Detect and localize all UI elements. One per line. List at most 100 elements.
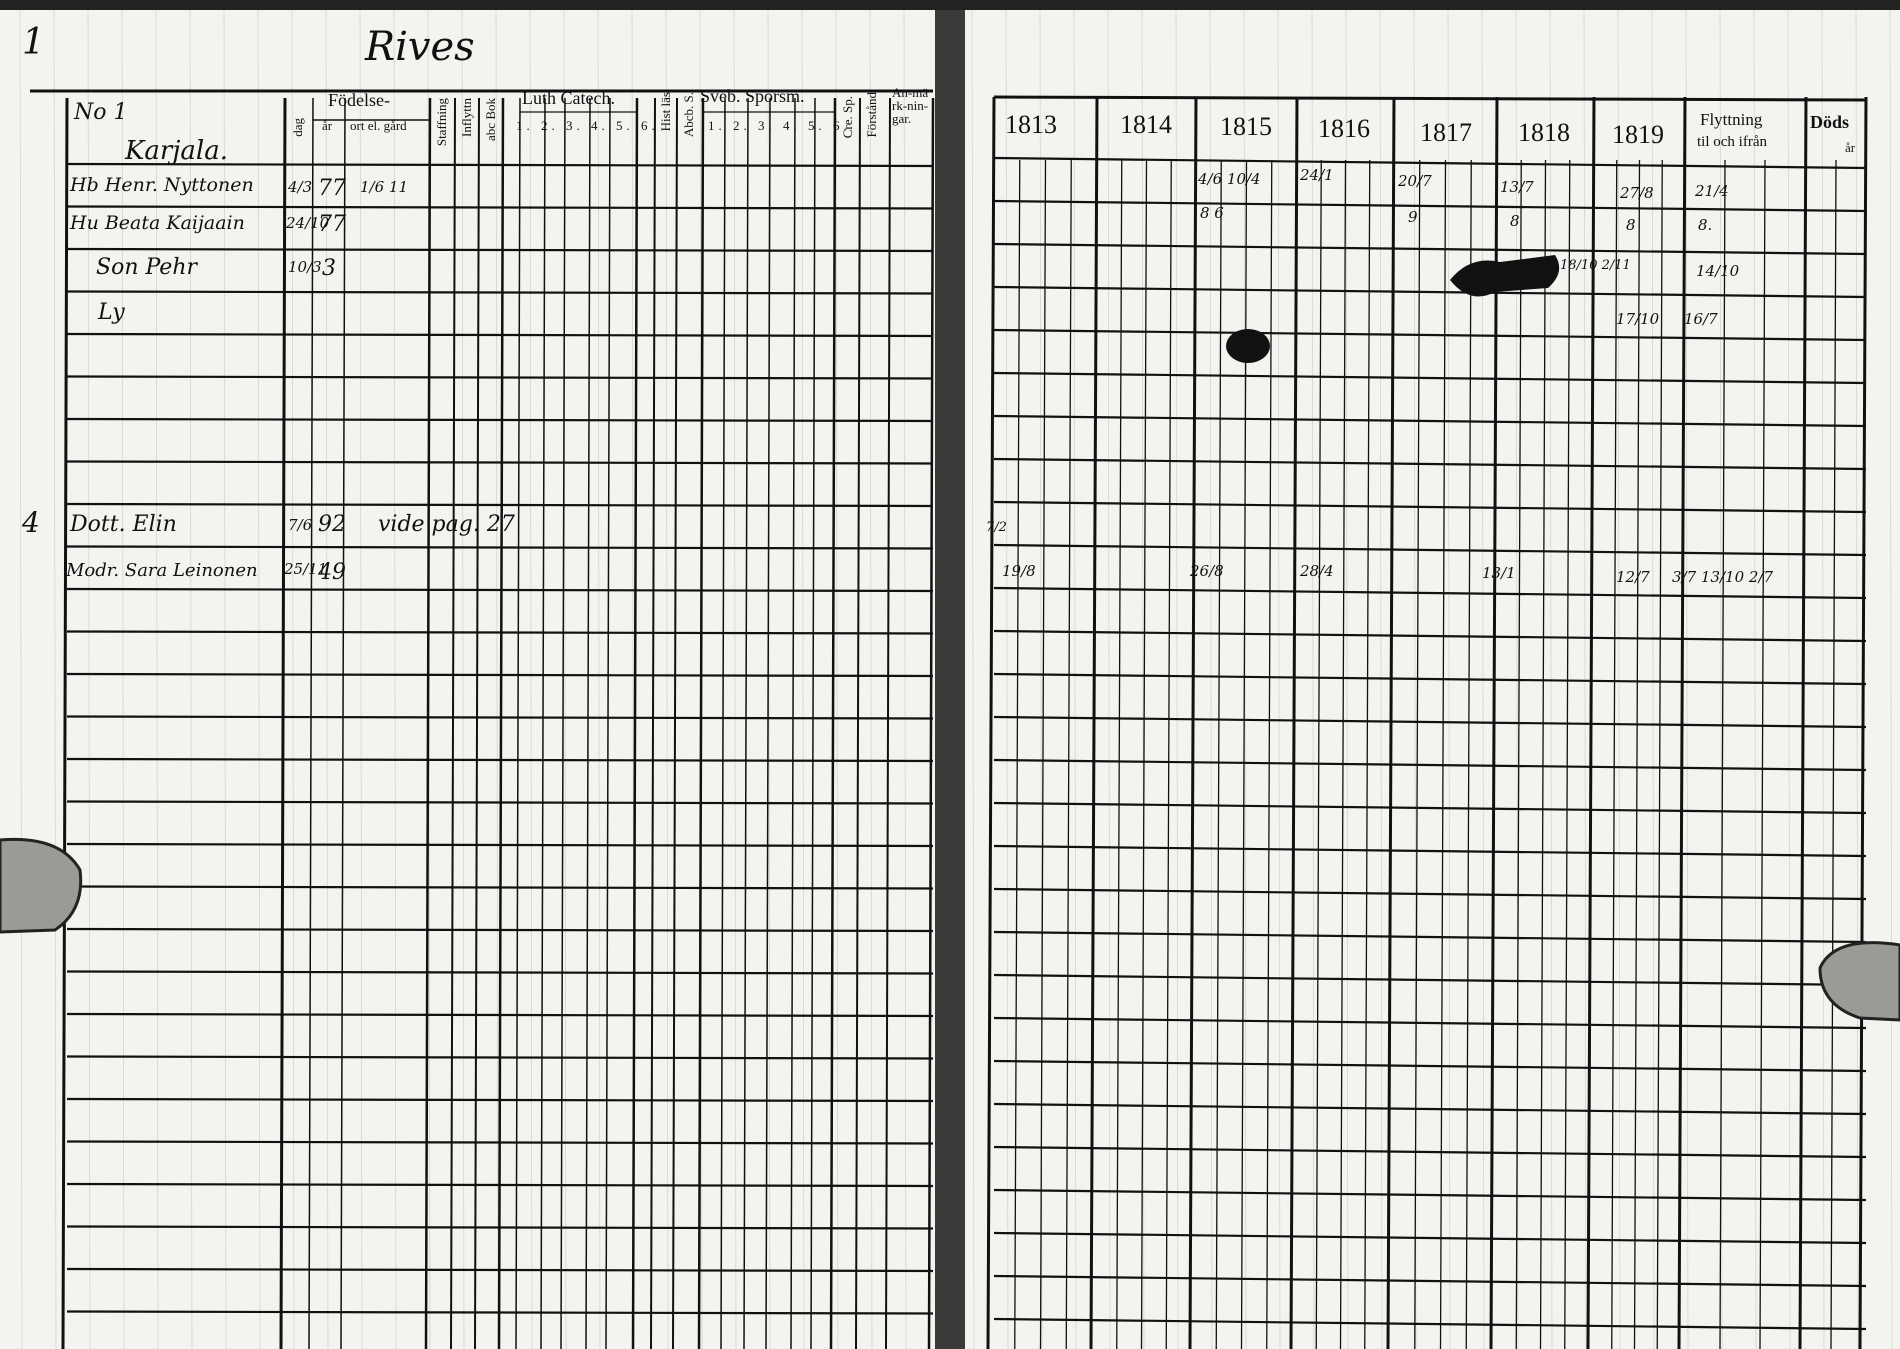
right-row-rule [993, 1016, 1867, 1030]
birth-day: 25/11 [284, 560, 328, 578]
right-sub-rule [1315, 159, 1322, 1349]
right-year-rule [1188, 96, 1198, 1349]
right-sub-rule [1215, 159, 1222, 1349]
margin-mark: 4 [22, 506, 40, 539]
left-row-rule [66, 927, 934, 933]
left-column-rule [765, 97, 771, 1349]
header-moving: Flyttning [1700, 110, 1763, 129]
paper-ruling [19, 0, 23, 1349]
entry: 16/7 [1684, 310, 1718, 328]
right-sub-rule [1339, 159, 1347, 1349]
right-row-rule [993, 930, 1867, 944]
right-row-rule [993, 457, 1867, 471]
entry: 20/7 [1398, 172, 1432, 190]
right-row-rule [993, 328, 1867, 342]
right-sub-rule [1065, 159, 1072, 1349]
left-column-rule [279, 97, 287, 1349]
left-column-rule [497, 97, 505, 1349]
left-row-rule [66, 1267, 934, 1273]
left-column-rule [61, 97, 69, 1349]
right-sub-rule [1539, 159, 1547, 1349]
right-sub-rule [1364, 159, 1371, 1349]
year-header-1814: 1814 [1120, 110, 1172, 139]
left-row-rule [66, 1012, 934, 1018]
left-row-rule [66, 630, 934, 635]
entry: 17/10 [1616, 310, 1660, 328]
right-table-top-border [993, 95, 1867, 102]
year-header-1817: 1817 [1420, 118, 1472, 147]
right-row-rule [993, 586, 1867, 600]
paper-ruling [1583, 0, 1587, 1349]
entry: 8 [1626, 216, 1636, 234]
ink-blot [1450, 255, 1560, 297]
left-row-rule [66, 502, 934, 508]
right-row-rule [993, 844, 1867, 858]
entry: 27/8 [1620, 184, 1654, 202]
farm-name: Karjala. [125, 136, 228, 166]
entry: 21/4 [1695, 182, 1729, 200]
entry: 7/2 [986, 520, 1007, 535]
header-birth-day: dag [290, 118, 305, 137]
person-name: Dott. Elin [70, 512, 177, 537]
year-header-1818: 1818 [1518, 118, 1570, 147]
left-row-rule [66, 800, 934, 805]
right-sub-rule [1759, 159, 1766, 1349]
year-header-1816: 1816 [1318, 114, 1370, 143]
right-row-rule [993, 973, 1867, 987]
left-column-rule [829, 97, 837, 1349]
right-sub-rule [1633, 159, 1641, 1349]
right-sub-rule [1515, 159, 1522, 1349]
left-row-rule [66, 672, 934, 678]
right-row-rule [993, 672, 1867, 686]
right-row-rule [993, 1102, 1867, 1116]
entry: 8. [1698, 216, 1713, 234]
paper-ruling [53, 0, 57, 1349]
left-column-rule [790, 97, 796, 1349]
paper-ruling [869, 0, 873, 1349]
left-row-rule [66, 970, 934, 975]
paper-ruling [1311, 0, 1315, 1349]
left-row-rule [66, 332, 934, 338]
right-row-rule [993, 1145, 1867, 1159]
right-row-rule [993, 715, 1867, 729]
left-row-rule [66, 205, 934, 210]
paper-ruling [1753, 0, 1757, 1349]
right-sub-rule [1414, 159, 1421, 1349]
left-column-rule [631, 97, 639, 1349]
left-row-rule [66, 715, 934, 720]
left-row-rule [66, 162, 934, 168]
right-row-rule [993, 1317, 1867, 1331]
right-year-rule [1386, 96, 1396, 1349]
right-row-rule [993, 1059, 1867, 1073]
birth-year: 77 [318, 212, 346, 237]
entry: 19/8 [1002, 562, 1036, 580]
right-sub-rule [1014, 159, 1021, 1349]
book-gutter [935, 0, 965, 1349]
right-sub-rule [1116, 159, 1123, 1349]
left-row-rule [66, 757, 934, 763]
year-header-1815: 1815 [1220, 112, 1272, 141]
right-row-rule [993, 371, 1867, 385]
entry: 13/7 [1500, 178, 1534, 196]
left-column-rule [810, 97, 816, 1349]
header-hist: Hist läs [658, 92, 673, 132]
left-row-rule [66, 842, 934, 848]
left-row-rule [66, 1055, 934, 1060]
header-moving-sub: til och ifrån [1697, 134, 1767, 150]
household-number: No 1 [74, 100, 128, 125]
right-year-rule [1289, 96, 1299, 1349]
left-column-rule [424, 97, 432, 1349]
entry: 8 6 [1200, 204, 1224, 222]
paper-ruling [767, 0, 771, 1349]
header-abc-bok: abc Bok [483, 98, 498, 141]
paper-ruling [1855, 0, 1859, 1349]
header-staffning: Staffning [434, 98, 449, 147]
right-row-rule [993, 156, 1867, 170]
left-column-rule [540, 97, 546, 1349]
left-row-rule [66, 375, 934, 380]
right-row-rule [993, 500, 1867, 514]
right-row-rule [993, 414, 1867, 428]
paper-ruling [971, 0, 975, 1349]
right-sub-rule [1465, 159, 1472, 1349]
paper-ruling [835, 0, 839, 1349]
